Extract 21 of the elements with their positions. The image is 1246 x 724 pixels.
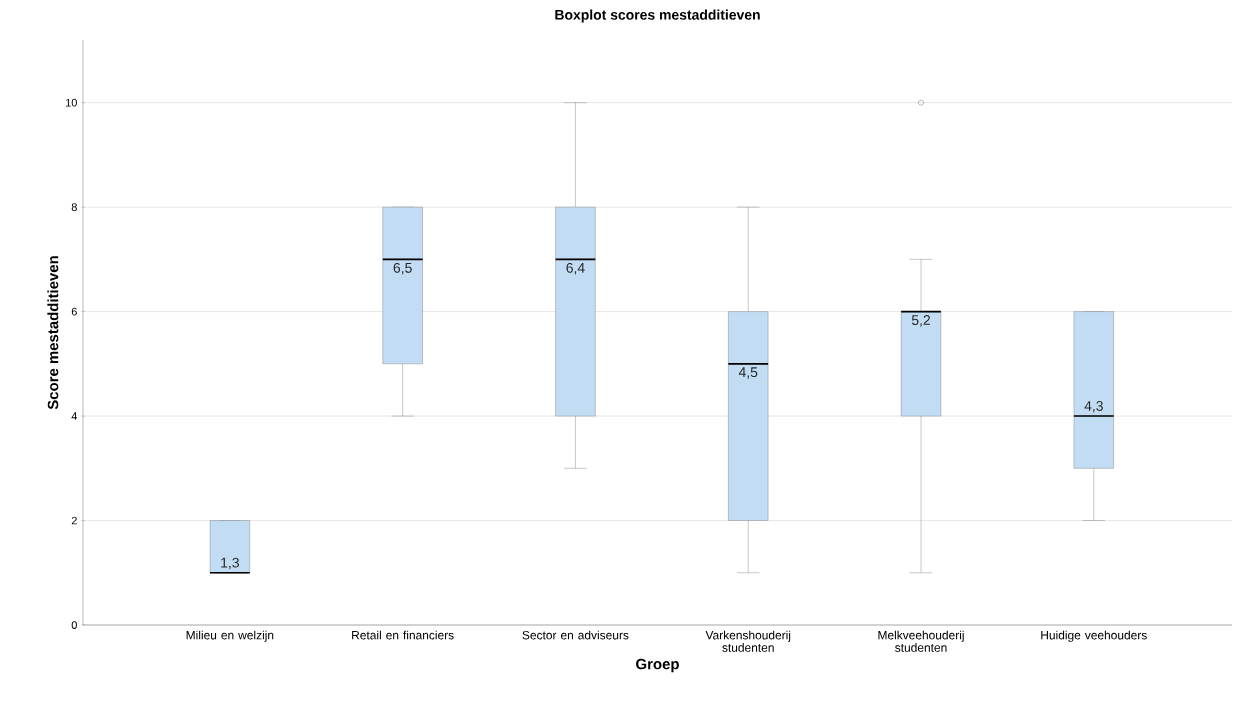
- y-tick-label: 0: [71, 621, 77, 629]
- y-tick-label: 10: [65, 98, 77, 107]
- y-tick-label: 8: [71, 203, 77, 212]
- annotation: 5,2: [911, 315, 931, 327]
- x-tick-label: Melkveehouderij studenten: [878, 630, 964, 652]
- annotation: 6,5: [393, 262, 412, 275]
- chart-title: Boxplot scores mestadditieven: [555, 9, 760, 23]
- x-tick-label: Huidige veehouders: [1041, 630, 1147, 642]
- annotation: 4,5: [738, 367, 758, 379]
- x-tick-label: Milieu en welzijn: [186, 630, 274, 642]
- y-tick-label: 6: [71, 307, 77, 316]
- x-tick-label: Varkenshouderij studenten: [705, 630, 791, 652]
- annotation: 1,3: [221, 557, 239, 570]
- annotation: 4,3: [1084, 401, 1103, 413]
- x-tick-label: Retail en financiers: [352, 630, 454, 640]
- x-axis-title: Groep: [636, 658, 679, 673]
- y-tick-label: 2: [71, 516, 77, 525]
- x-tick-label: Sector en adviseurs: [522, 630, 629, 640]
- y-axis-title: Score mestadditieven: [47, 256, 59, 410]
- y-tick-label: 4: [71, 412, 78, 420]
- annotation: 6,4: [566, 262, 585, 275]
